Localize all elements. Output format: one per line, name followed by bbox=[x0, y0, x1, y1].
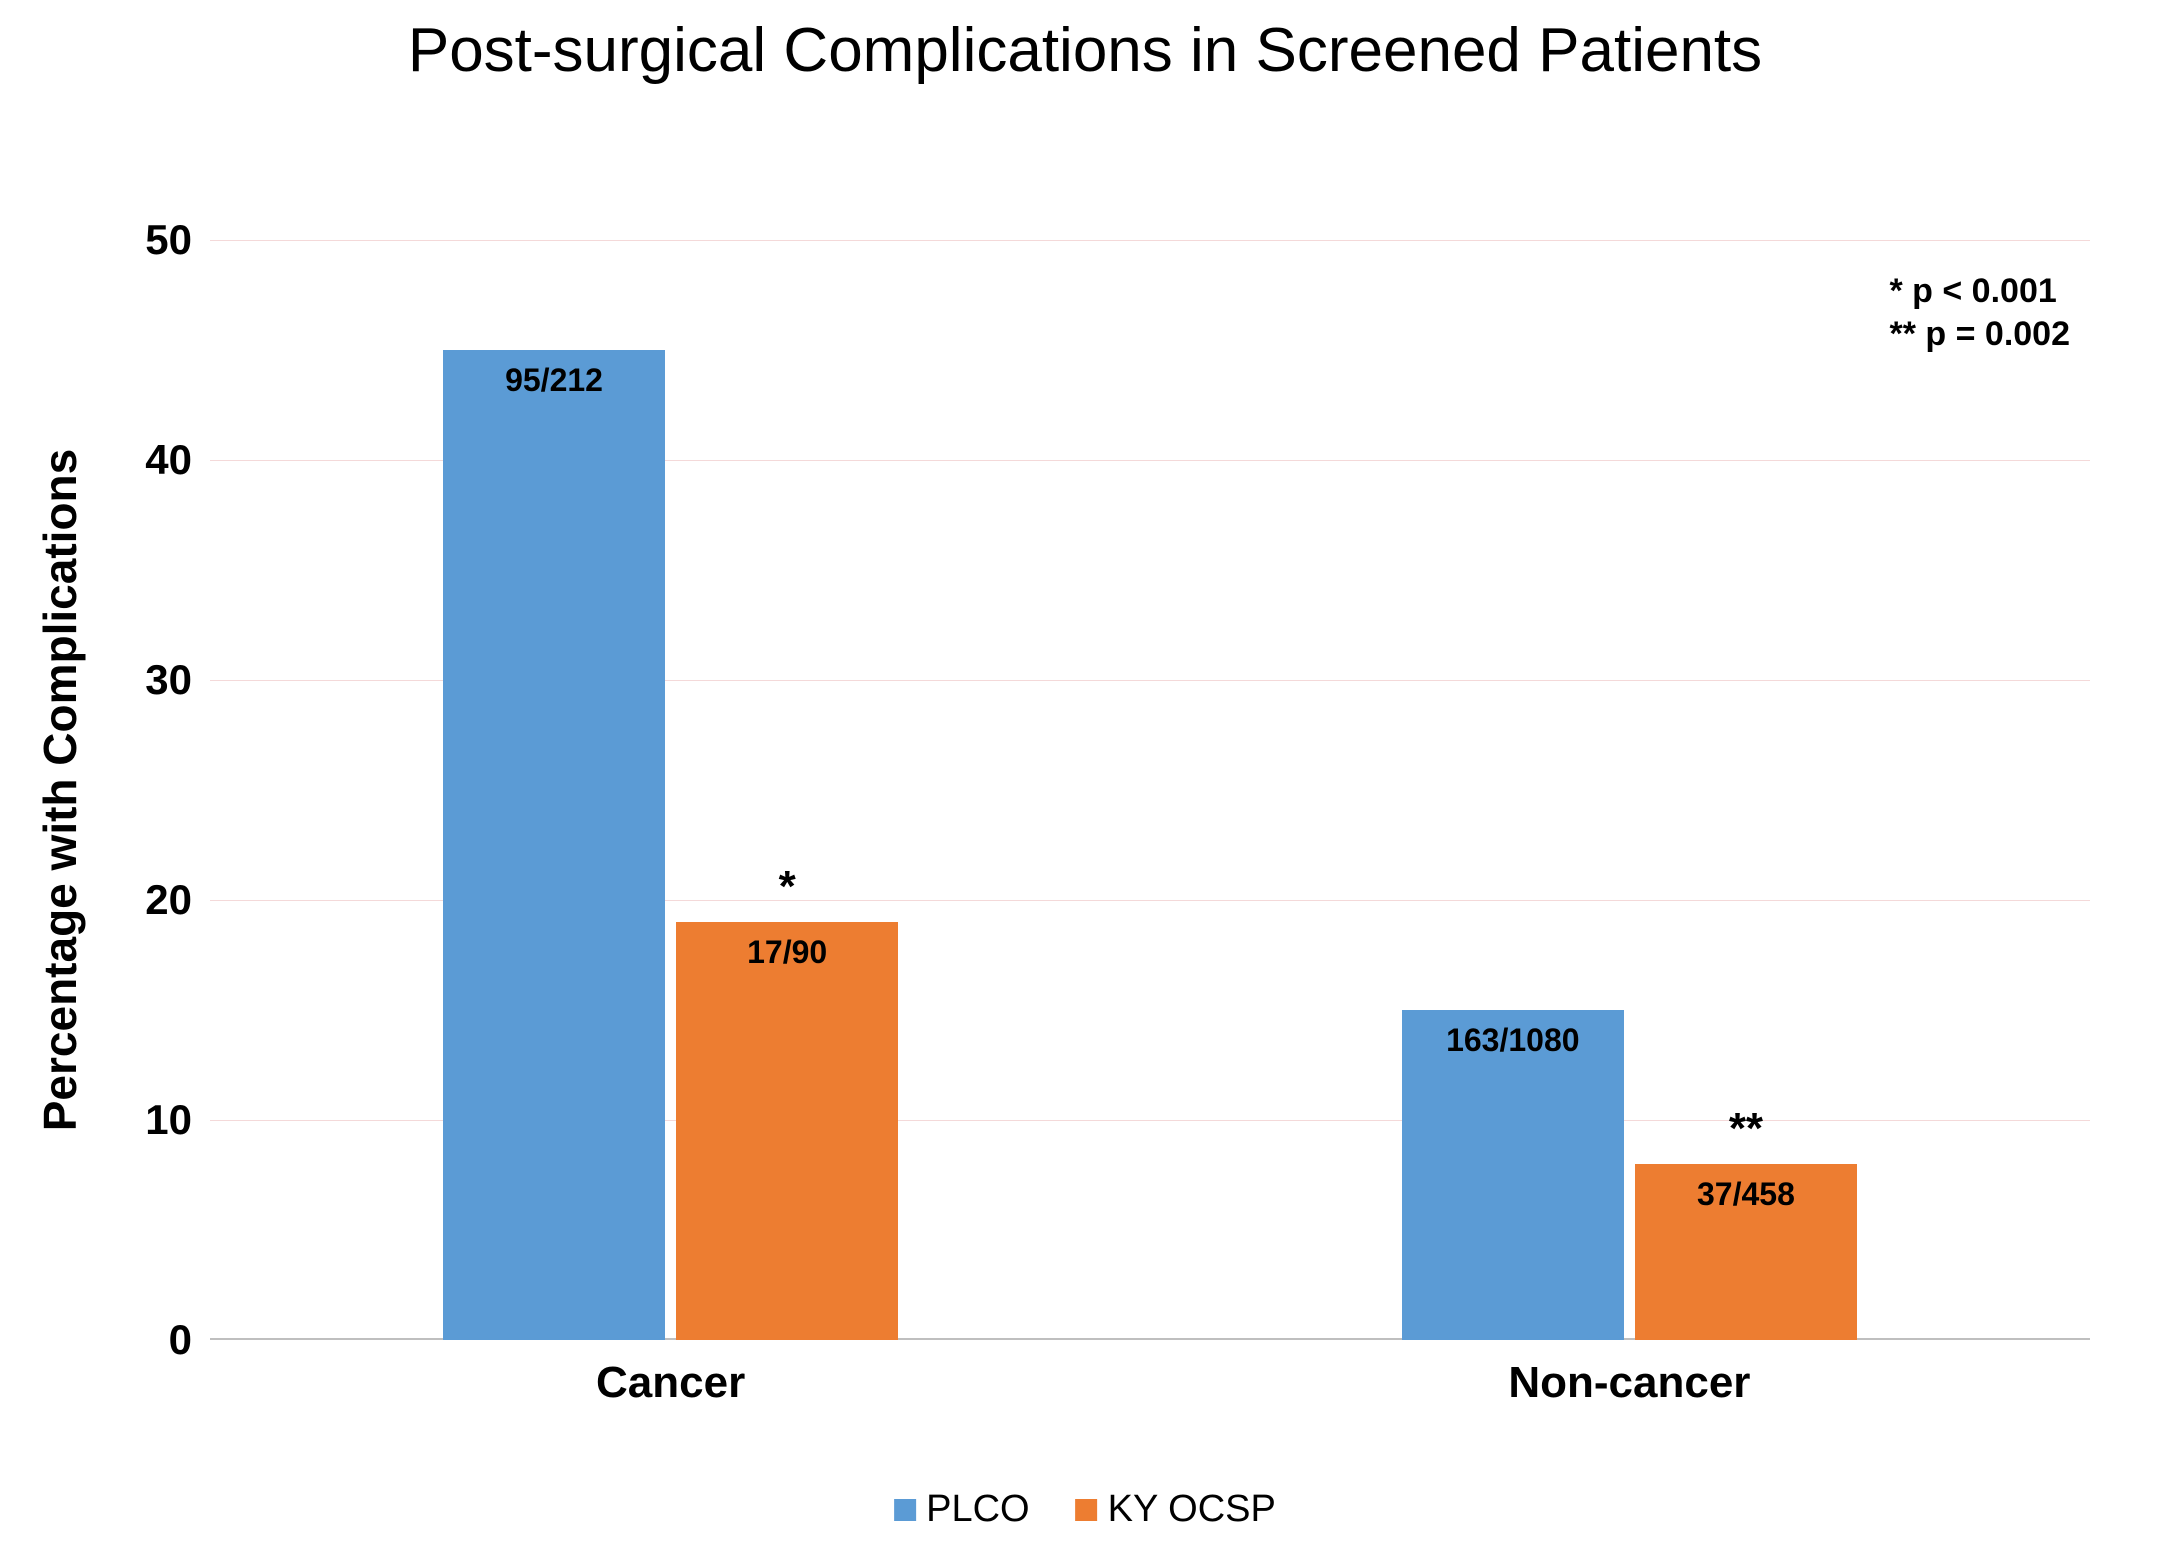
chart-container: Post-surgical Complications in Screened … bbox=[0, 0, 2170, 1559]
legend-label: KY OCSP bbox=[1108, 1488, 1276, 1531]
legend-item: KY OCSP bbox=[1076, 1488, 1276, 1531]
bar-value-label: 37/458 bbox=[1635, 1176, 1857, 1213]
legend: PLCO KY OCSP bbox=[894, 1488, 1276, 1531]
bar: 17/90* bbox=[676, 922, 898, 1340]
significance-marker: * bbox=[676, 862, 898, 912]
legend-swatch bbox=[1076, 1499, 1098, 1521]
legend-label: PLCO bbox=[926, 1488, 1029, 1531]
gridline bbox=[210, 240, 2090, 241]
bar-value-label: 163/1080 bbox=[1402, 1022, 1624, 1059]
y-tick-label: 30 bbox=[145, 656, 210, 704]
x-category-label: Cancer bbox=[596, 1340, 745, 1408]
y-tick-label: 10 bbox=[145, 1096, 210, 1144]
y-tick-label: 40 bbox=[145, 436, 210, 484]
chart-title: Post-surgical Complications in Screened … bbox=[0, 15, 2170, 86]
significance-marker: ** bbox=[1635, 1104, 1857, 1154]
legend-item: PLCO bbox=[894, 1488, 1029, 1531]
y-axis-title: Percentage with Complications bbox=[33, 240, 87, 1340]
y-tick-label: 0 bbox=[169, 1316, 210, 1364]
bar-value-label: 17/90 bbox=[676, 934, 898, 971]
bar: 163/1080 bbox=[1402, 1010, 1624, 1340]
y-tick-label: 50 bbox=[145, 216, 210, 264]
bar: 95/212 bbox=[443, 350, 665, 1340]
x-category-label: Non-cancer bbox=[1508, 1340, 1750, 1408]
p-value-annotation: * p < 0.001** p = 0.002 bbox=[1889, 270, 2070, 355]
p-annotation-line: ** p = 0.002 bbox=[1889, 313, 2070, 356]
p-annotation-line: * p < 0.001 bbox=[1889, 270, 2070, 313]
plot-area: 0102030405095/21217/90*163/108037/458**C… bbox=[210, 240, 2090, 1340]
legend-swatch bbox=[894, 1499, 916, 1521]
bar: 37/458** bbox=[1635, 1164, 1857, 1340]
y-tick-label: 20 bbox=[145, 876, 210, 924]
bar-value-label: 95/212 bbox=[443, 362, 665, 399]
